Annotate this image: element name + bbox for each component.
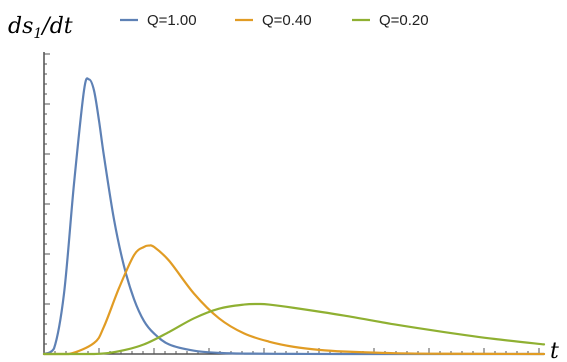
series-line-1: [42, 77, 546, 356]
y-axis-label: ds1/dt: [8, 14, 73, 42]
legend: Q=1.00 Q=0.40 Q=0.20: [120, 12, 429, 29]
x-axis-label: t: [550, 339, 559, 362]
legend-label-3: Q=0.20: [379, 12, 429, 29]
legend-label-1: Q=1.00: [147, 12, 197, 29]
series-line-3: [42, 302, 546, 356]
series-group: [42, 77, 546, 356]
y-axis-ticks: [44, 53, 50, 345]
series-line-2: [42, 244, 546, 356]
legend-label-2: Q=0.40: [262, 12, 312, 29]
